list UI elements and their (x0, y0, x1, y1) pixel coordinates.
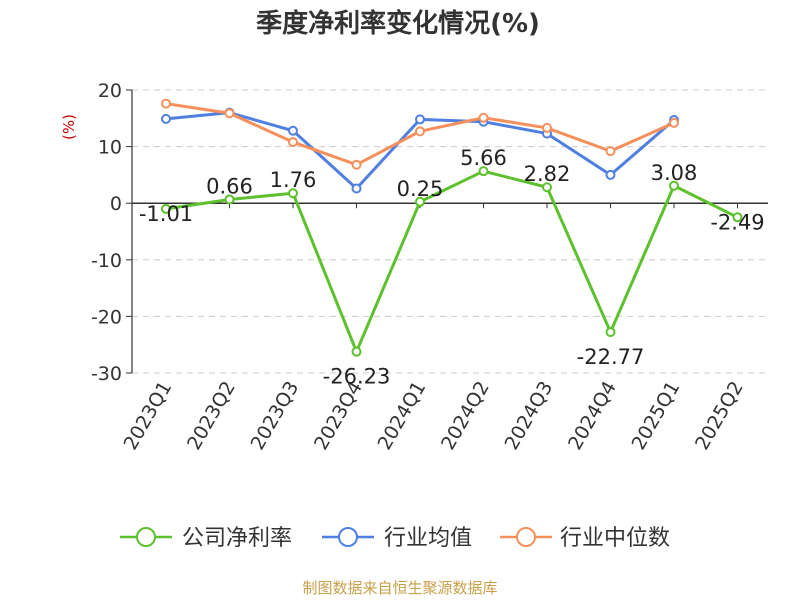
series-line (165, 169, 739, 354)
series-lines (161, 98, 743, 357)
data-point (224, 194, 235, 205)
data-point (415, 126, 425, 137)
data-point (161, 113, 171, 124)
data-labels: -1.01 0.66 1.76 -26.23 0.25 5.66 2.82 -22.77 3.0… (139, 146, 765, 388)
x-tick-label: 2024Q4 (564, 378, 621, 454)
data-label: 2.82 (524, 162, 571, 186)
x-tick-label: 2023Q4 (310, 378, 367, 454)
data-point (415, 196, 425, 207)
data-point (288, 125, 298, 136)
y-axis-label: (%) (60, 114, 78, 140)
data-label: -26.23 (323, 365, 391, 389)
y-tick-label: 0 (110, 193, 122, 215)
y-tick-label: -20 (91, 306, 122, 328)
data-point (669, 117, 679, 128)
legend-label: 行业中位数 (560, 526, 670, 551)
data-label: 1.76 (270, 168, 317, 192)
data-label: 0.66 (206, 174, 253, 198)
y-tick-label: 20 (98, 80, 122, 102)
data-point (288, 137, 298, 148)
x-tick-label: 2024Q3 (501, 378, 558, 454)
data-label: 5.66 (460, 146, 507, 170)
x-tick-label: 2024Q1 (374, 378, 431, 454)
data-point (478, 112, 489, 123)
data-label: 3.08 (651, 161, 698, 185)
data-label: -1.01 (139, 202, 193, 226)
data-point (351, 346, 362, 357)
data-point (288, 188, 298, 199)
source-note: 制图数据来自恒生聚源数据库 (302, 579, 497, 597)
data-point (161, 98, 171, 109)
data-label: -22.77 (577, 345, 645, 369)
x-tick-label: 2025Q1 (628, 378, 685, 454)
data-point (351, 159, 362, 170)
x-tick-label: 2023Q1 (120, 378, 177, 454)
data-label: 0.25 (397, 177, 444, 201)
legend-label: 行业均值 (384, 526, 472, 551)
y-tick-label: -30 (91, 363, 122, 385)
legend-label: 公司净利率 (182, 526, 292, 551)
y-tick-label: -10 (91, 250, 122, 272)
legend-marker (338, 527, 358, 547)
grid-lines (132, 89, 768, 374)
data-point (161, 203, 171, 214)
legend-marker (516, 527, 536, 547)
x-tick-label: 2024Q2 (437, 378, 494, 454)
data-label: -2.49 (710, 210, 764, 234)
data-point (542, 182, 552, 193)
data-point (415, 114, 425, 125)
x-tick-label: 2025Q2 (691, 378, 748, 454)
y-tick-label: 10 (98, 137, 122, 159)
data-point (605, 327, 616, 338)
x-tick-label: 2023Q3 (247, 378, 304, 454)
data-point (669, 180, 679, 191)
chart-title: 季度净利率变化情况(%) (256, 8, 540, 39)
data-point (478, 166, 489, 177)
data-point (542, 122, 552, 133)
legend-marker (136, 527, 156, 547)
data-point (605, 146, 616, 157)
data-point (224, 108, 235, 119)
data-point (605, 169, 616, 180)
data-point (351, 183, 362, 194)
data-point (732, 212, 743, 223)
legend: 公司净利率 行业均值 行业中位数 (120, 526, 670, 551)
x-tick-label: 2023Q2 (183, 378, 240, 454)
